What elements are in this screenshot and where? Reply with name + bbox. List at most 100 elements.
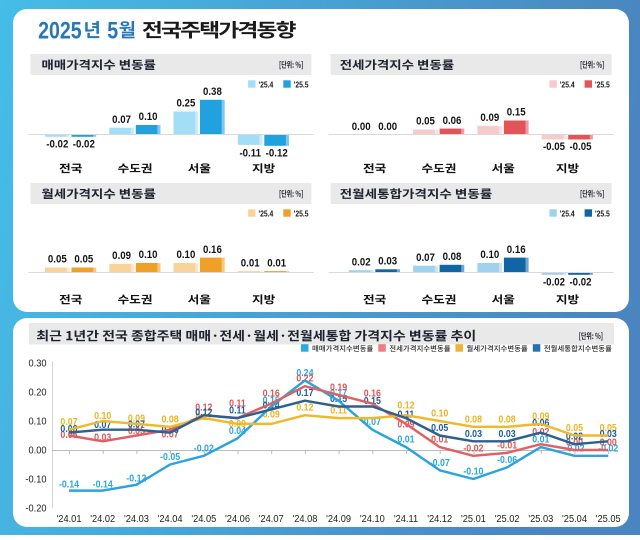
svg-text:'25.5: '25.5 (595, 80, 610, 90)
svg-text:'25.05: '25.05 (596, 514, 621, 526)
svg-text:'25.4: '25.4 (259, 80, 274, 90)
svg-text:0.07: 0.07 (364, 417, 381, 428)
svg-text:-0.20: -0.20 (25, 503, 47, 515)
svg-text:0.05: 0.05 (416, 116, 435, 128)
svg-text:0.10: 0.10 (139, 112, 158, 124)
svg-text:-0.02: -0.02 (73, 139, 95, 151)
svg-text:0.03: 0.03 (378, 256, 397, 268)
svg-text:0.10: 0.10 (431, 408, 448, 419)
svg-text:0.16: 0.16 (364, 388, 381, 399)
svg-text:-0.06: -0.06 (497, 454, 517, 465)
svg-text:'24.07: '24.07 (259, 514, 284, 526)
svg-text:0.00: 0.00 (378, 122, 397, 134)
svg-text:-0.10: -0.10 (463, 466, 483, 477)
svg-text:'24.11: '24.11 (394, 514, 418, 526)
svg-text:'24.10: '24.10 (360, 514, 385, 526)
svg-text:0.15: 0.15 (364, 395, 381, 406)
svg-text:-0.05: -0.05 (543, 142, 565, 154)
svg-text:0.20: 0.20 (28, 387, 47, 399)
svg-text:'25.01: '25.01 (461, 514, 486, 526)
svg-text:0.03: 0.03 (600, 428, 617, 439)
svg-text:2025: 2025 (38, 17, 82, 44)
svg-text:0.07: 0.07 (112, 114, 131, 126)
svg-text:-0.02: -0.02 (543, 277, 565, 289)
svg-text:0.03: 0.03 (499, 428, 516, 439)
svg-text:0.03: 0.03 (94, 432, 111, 443)
svg-text:0.00: 0.00 (566, 437, 583, 448)
svg-text:0.11: 0.11 (229, 398, 246, 409)
svg-text:0.30: 0.30 (28, 358, 47, 370)
svg-text:0.19: 0.19 (330, 382, 347, 393)
svg-text:-0.01: -0.01 (497, 440, 517, 451)
svg-text:0.07: 0.07 (60, 417, 77, 428)
svg-text:0.09: 0.09 (112, 251, 131, 263)
svg-text:0.25: 0.25 (176, 98, 195, 110)
svg-text:0.00: 0.00 (352, 122, 371, 134)
svg-text:0.38: 0.38 (203, 87, 222, 99)
svg-text:0.00: 0.00 (28, 445, 47, 457)
svg-text:-0.05: -0.05 (569, 142, 591, 154)
svg-text:'24.08: '24.08 (292, 514, 317, 526)
svg-text:0.02: 0.02 (352, 257, 371, 269)
svg-text:'25.5: '25.5 (294, 80, 309, 90)
svg-text:0.05: 0.05 (60, 430, 77, 441)
svg-text:-0.14: -0.14 (93, 479, 114, 490)
svg-text:-0.02: -0.02 (463, 443, 483, 454)
svg-text:-0.02: -0.02 (46, 139, 68, 151)
svg-text:0.09: 0.09 (480, 113, 499, 125)
svg-text:0.03: 0.03 (465, 428, 482, 439)
svg-text:0.16: 0.16 (507, 244, 526, 256)
svg-text:0.01: 0.01 (397, 434, 414, 445)
svg-text:0.24: 0.24 (296, 367, 314, 378)
svg-text:0.05: 0.05 (566, 423, 583, 434)
svg-text:'24.09: '24.09 (326, 514, 351, 526)
svg-text:0.10: 0.10 (28, 416, 47, 428)
svg-text:0.07: 0.07 (416, 252, 435, 264)
svg-text:0.09: 0.09 (128, 413, 145, 424)
svg-text:'25.03: '25.03 (528, 514, 553, 526)
svg-text:0.05: 0.05 (74, 254, 93, 266)
svg-text:0.15: 0.15 (330, 394, 347, 405)
svg-text:0.15: 0.15 (507, 107, 526, 119)
svg-text:-0.11: -0.11 (239, 148, 261, 160)
svg-text:-0.02: -0.02 (564, 443, 584, 454)
svg-text:'24.04: '24.04 (158, 514, 183, 526)
svg-text:0.07: 0.07 (162, 429, 179, 440)
svg-text:-0.12: -0.12 (266, 148, 288, 160)
svg-text:0.12: 0.12 (397, 400, 414, 411)
svg-text:'25.4: '25.4 (560, 80, 575, 90)
svg-text:'25.5: '25.5 (294, 209, 309, 219)
svg-text:0.17: 0.17 (330, 388, 347, 399)
svg-text:-0.07: -0.07 (430, 457, 450, 468)
svg-text:0.17: 0.17 (296, 388, 313, 399)
svg-text:0.11: 0.11 (229, 405, 246, 416)
svg-text:0.15: 0.15 (263, 395, 280, 406)
svg-text:0.12: 0.12 (195, 407, 212, 418)
svg-text:'24.12: '24.12 (427, 514, 452, 526)
svg-text:-0.02: -0.02 (598, 443, 618, 454)
svg-text:'24.01: '24.01 (57, 514, 82, 526)
svg-text:0.01: 0.01 (532, 434, 549, 445)
svg-text:0.11: 0.11 (330, 405, 347, 416)
svg-text:0.05: 0.05 (431, 423, 448, 434)
svg-text:0.16: 0.16 (203, 244, 222, 256)
svg-text:0.16: 0.16 (263, 388, 280, 399)
svg-text:0.10: 0.10 (94, 411, 111, 422)
svg-text:0.08: 0.08 (162, 414, 179, 425)
svg-text:0.08: 0.08 (443, 252, 462, 264)
svg-text:-0.10: -0.10 (25, 474, 47, 486)
svg-text:'24.02: '24.02 (90, 514, 115, 526)
svg-text:0.01: 0.01 (431, 434, 448, 445)
svg-text:'25.4: '25.4 (560, 209, 575, 219)
svg-text:0.08: 0.08 (465, 414, 482, 425)
svg-text:0.01: 0.01 (241, 258, 260, 270)
svg-text:'25.4: '25.4 (259, 209, 274, 219)
svg-text:0.05: 0.05 (600, 423, 617, 434)
svg-text:0.10: 0.10 (480, 250, 499, 262)
svg-text:-0.02: -0.02 (194, 443, 214, 454)
svg-text:0.05: 0.05 (48, 254, 67, 266)
svg-text:0.10: 0.10 (176, 250, 195, 262)
svg-text:0.01: 0.01 (267, 258, 286, 270)
svg-text:'24.05: '24.05 (191, 514, 216, 526)
svg-text:0.12: 0.12 (195, 402, 212, 413)
